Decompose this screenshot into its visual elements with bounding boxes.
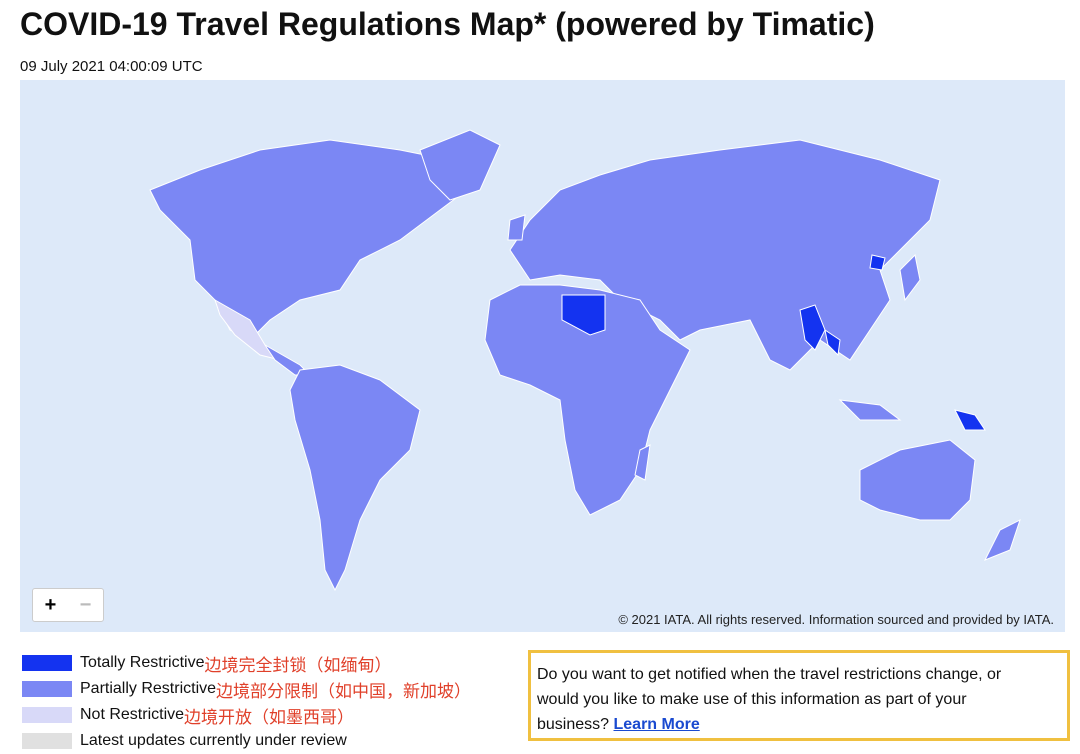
legend-note: 边境开放（如墨西哥） [184, 707, 355, 727]
country [859, 439, 976, 521]
legend-item: Partially Restrictive 边境部分限制（如中国，新加坡） [22, 676, 471, 702]
legend-note: 边境完全封锁（如缅甸） [204, 655, 392, 675]
country [983, 519, 1021, 561]
zoom-out[interactable]: − [79, 594, 92, 616]
country [954, 409, 986, 431]
notice-line: would you like to make use of this infor… [537, 691, 967, 708]
legend-item: Latest updates currently under review [22, 728, 471, 754]
country [899, 253, 921, 302]
country [838, 399, 902, 421]
country [214, 298, 282, 361]
legend-label: Latest updates currently under review [80, 732, 347, 749]
notice-line: Do you want to get notified when the tra… [537, 666, 1002, 683]
country [869, 254, 886, 271]
legend-label: Not Restrictive [80, 706, 185, 723]
world-map [20, 80, 1065, 632]
zoom-in[interactable]: + [44, 594, 57, 616]
legend-item: Totally Restrictive 边境完全封锁（如缅甸） [22, 650, 471, 676]
legend-item: Not Restrictive 边境开放（如墨西哥） [22, 702, 471, 728]
legend-swatch [22, 707, 72, 723]
notice-line: business? [537, 716, 610, 733]
zoom-control: + − [32, 588, 104, 622]
learn-more-link[interactable]: Learn More [613, 716, 700, 733]
legend: Totally Restrictive 边境完全封锁（如缅甸） Partially … [22, 650, 471, 754]
country [824, 328, 841, 357]
country [561, 294, 606, 336]
legend-note: 边境部分限制（如中国，新加坡） [216, 681, 472, 701]
country [507, 214, 526, 241]
legend-swatch [22, 681, 72, 697]
country [289, 364, 421, 592]
copyright: © 2021 IATA. All rights reserved. Inform… [618, 612, 1054, 627]
timestamp: 09 July 2021 04:00:09 UTC [20, 58, 203, 75]
notice-box: Do you want to get notified when the tra… [528, 650, 1070, 741]
page-title: COVID-19 Travel Regulations Map* (powere… [20, 6, 875, 42]
country [634, 444, 651, 481]
country [799, 304, 826, 351]
legend-label: Partially Restrictive [80, 680, 217, 697]
country [419, 129, 501, 201]
legend-label: Totally Restrictive [80, 654, 205, 671]
legend-swatch [22, 655, 72, 671]
country [149, 139, 481, 341]
legend-swatch [22, 733, 72, 749]
